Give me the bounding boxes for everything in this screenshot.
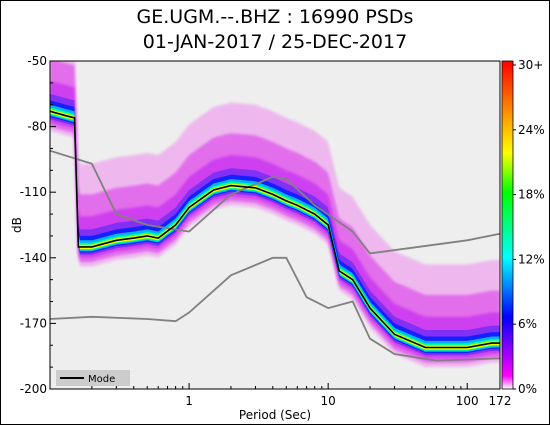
colorbar-tick-label: 0%: [518, 382, 537, 396]
colorbar-tick-label: 24%: [518, 123, 545, 137]
colorbar-tick-label: 30+: [518, 58, 543, 72]
y-tick-label: -50: [27, 54, 47, 68]
x-tick-label: 10: [321, 394, 336, 408]
psd-density: [50, 61, 500, 368]
x-axis-label: Period (Sec): [239, 408, 311, 422]
chart-subtitle: 01-JAN-2017 / 25-DEC-2017: [142, 31, 408, 53]
colorbar-tick-label: 18%: [518, 188, 545, 202]
x-tick-label: 100: [456, 394, 479, 408]
y-tick-label: -170: [20, 316, 47, 330]
colorbar: [501, 60, 514, 390]
noise-model-nlnm: [50, 256, 500, 362]
x-tick-label: 172: [489, 394, 512, 408]
legend: Mode: [56, 370, 130, 386]
x-tick-label: 1: [185, 394, 193, 408]
y-tick-label: -200: [20, 382, 47, 396]
density-band-1: [50, 61, 500, 363]
colorbar-tick-label: 12%: [518, 252, 545, 266]
legend-box: [56, 370, 130, 386]
colorbar-tick-label: 6%: [518, 317, 537, 331]
mode-line: [50, 110, 500, 349]
plot-border: [49, 60, 501, 390]
noise-model-nhnm: [50, 149, 500, 255]
y-axis-label: dB: [10, 217, 24, 233]
chart-title: GE.UGM.--.BHZ : 16990 PSDs: [136, 6, 414, 28]
y-tick-label: -80: [27, 120, 47, 134]
y-tick-label: -110: [20, 185, 47, 199]
density-band-4: [50, 100, 500, 354]
legend-mode-label: Mode: [88, 374, 115, 385]
density-band-3: [50, 93, 500, 356]
y-tick-label: -140: [20, 251, 47, 265]
